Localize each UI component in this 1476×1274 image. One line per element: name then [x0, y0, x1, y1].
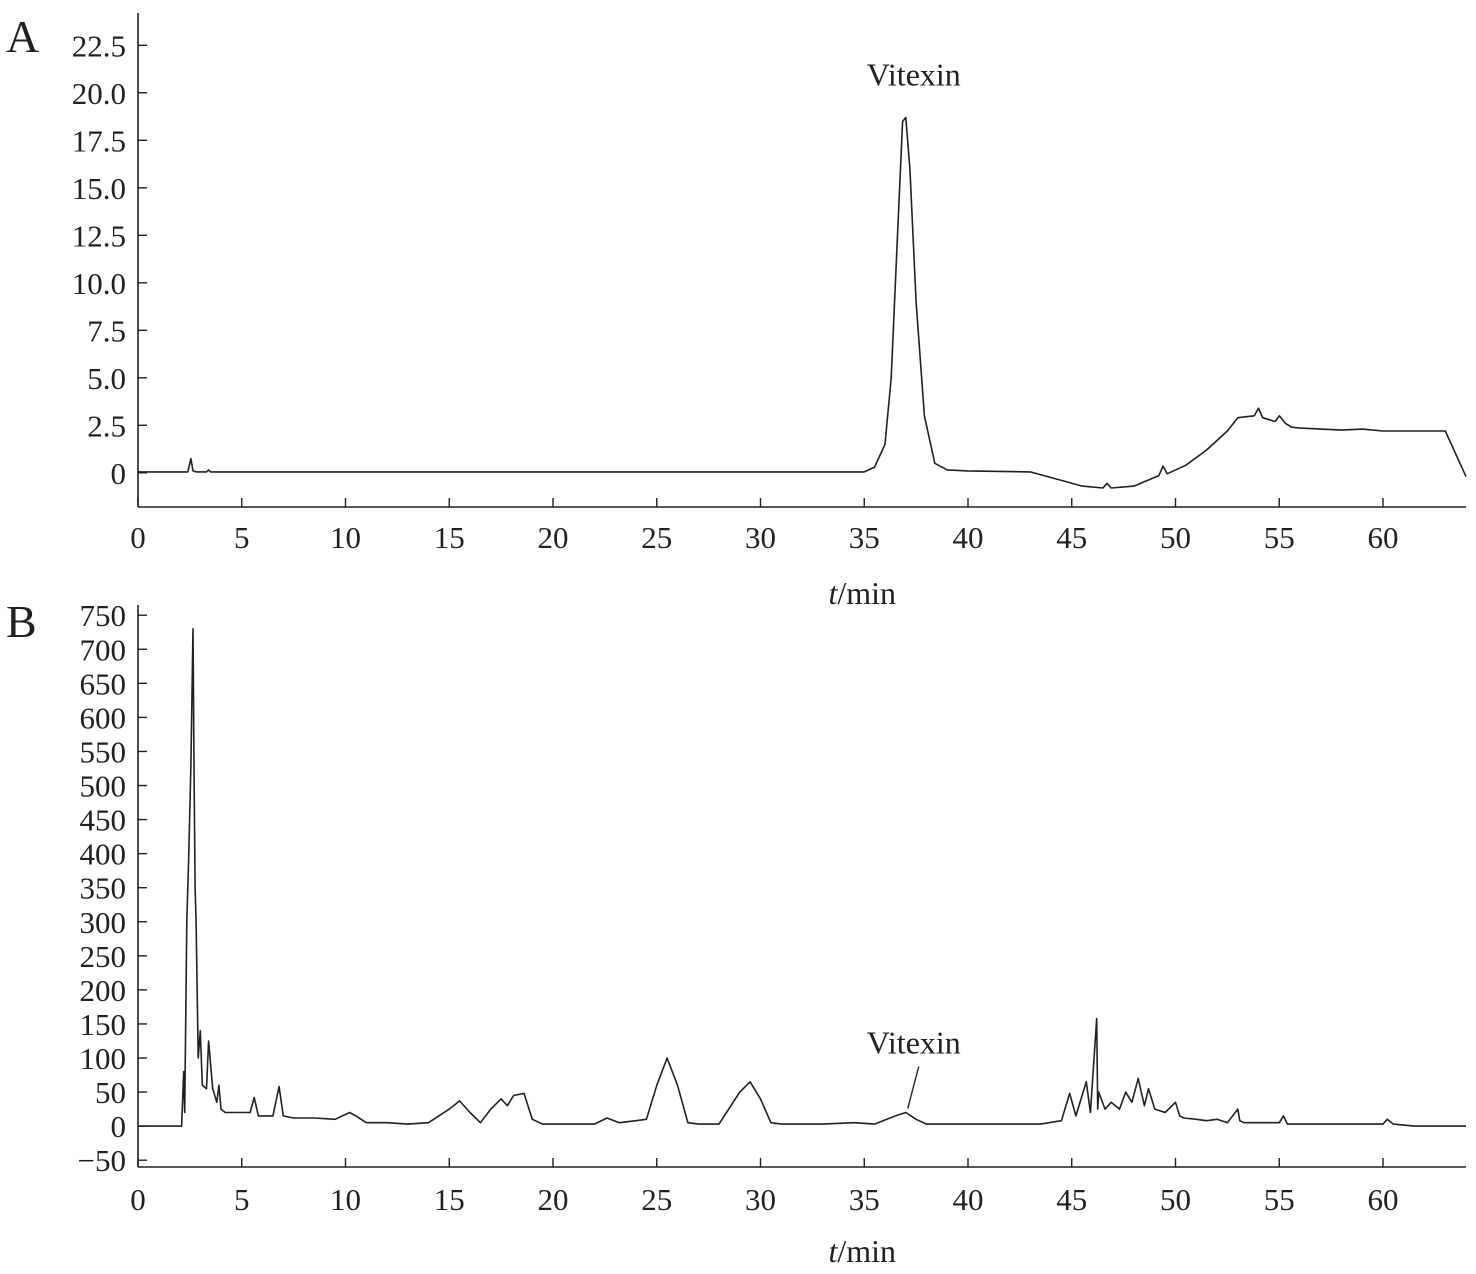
x-tick-label: 15 [434, 520, 465, 555]
y-tick-label: 500 [80, 769, 127, 804]
panel-label: B [6, 596, 37, 647]
x-tick-label: 0 [130, 520, 146, 555]
y-tick-label: 7.5 [87, 313, 126, 348]
y-tick-label: 200 [80, 973, 127, 1008]
y-tick-label: 400 [80, 837, 127, 872]
y-tick-label: 2.5 [87, 408, 126, 443]
x-tick-label: 50 [1160, 520, 1191, 555]
x-tick-label: 5 [234, 1182, 250, 1217]
y-tick-label: −50 [78, 1143, 126, 1178]
y-tick-label: 650 [80, 666, 127, 701]
y-tick-label: 0 [111, 1109, 127, 1144]
y-tick-label: 600 [80, 700, 127, 735]
x-tick-label: 35 [849, 1182, 880, 1217]
x-tick-label: 40 [953, 1182, 984, 1217]
y-tick-label: 550 [80, 734, 127, 769]
x-tick-label: 20 [538, 520, 569, 555]
x-tick-label: 5 [234, 520, 250, 555]
series-line [138, 116, 1467, 489]
x-tick-label: 10 [330, 520, 361, 555]
y-tick-label: 300 [80, 905, 127, 940]
panel-label: A [6, 11, 39, 62]
x-tick-label: 45 [1056, 1182, 1087, 1217]
y-tick-label: 50 [95, 1075, 126, 1110]
y-tick-label: 100 [80, 1041, 127, 1076]
x-tick-label: 10 [330, 1182, 361, 1217]
annotation-vitexin: Vitexin [867, 57, 961, 93]
x-tick-label: 40 [953, 520, 984, 555]
y-tick-label: 22.5 [72, 28, 126, 63]
chart-panel-a: A 0 2.5 5.0 7.5 10.0 12.5 15.0 17.5 20.0 22.5 0 5 10 1… [6, 11, 1467, 611]
x-tick-label: 25 [641, 1182, 672, 1217]
x-tick-label: 60 [1368, 1182, 1399, 1217]
x-axis-title: t/min [828, 575, 896, 611]
y-tick-label: 0 [111, 456, 127, 491]
x-tick-label: 20 [538, 1182, 569, 1217]
x-tick-label: 30 [745, 520, 776, 555]
y-tick-label: 350 [80, 871, 127, 906]
y-tick-label: 750 [80, 598, 127, 633]
x-tick-label: 35 [849, 520, 880, 555]
annotation-vitexin: Vitexin [867, 1025, 961, 1061]
x-tick-label: 25 [641, 520, 672, 555]
series-line [138, 628, 1466, 1127]
x-tick-label: 15 [434, 1182, 465, 1217]
y-tick-label: 20.0 [72, 76, 126, 111]
x-tick-label: 0 [130, 1182, 146, 1217]
y-tick-label: 700 [80, 632, 127, 667]
x-tick-label: 30 [745, 1182, 776, 1217]
y-tick-label: 15.0 [72, 171, 126, 206]
x-tick-label: 50 [1160, 1182, 1191, 1217]
y-tick-label: 150 [80, 1007, 127, 1042]
y-tick-label: 17.5 [72, 123, 126, 158]
y-tick-label: 12.5 [72, 218, 126, 253]
chart-panel-b: B−50050100150200250300350400450500550600… [6, 596, 1466, 1269]
x-tick-label: 55 [1264, 1182, 1295, 1217]
x-tick-label: 45 [1056, 520, 1087, 555]
x-tick-label: 60 [1368, 520, 1399, 555]
y-tick-label: 10.0 [72, 266, 126, 301]
annotation-leader [907, 1066, 920, 1109]
y-tick-label: 250 [80, 939, 127, 974]
y-tick-label: 5.0 [87, 361, 126, 396]
y-tick-label: 450 [80, 803, 127, 838]
x-axis-title: t/min [828, 1233, 896, 1269]
x-tick-label: 55 [1264, 520, 1295, 555]
